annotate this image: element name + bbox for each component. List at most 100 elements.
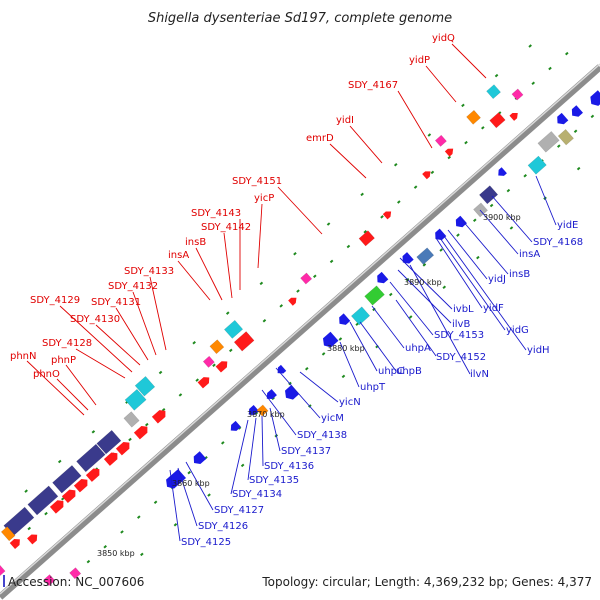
gene-label-sdy-4151[interactable]: SDY_4151 [232,176,282,187]
gene-label-uhpt[interactable]: uhpT [360,382,386,393]
gene-box[interactable] [209,339,225,355]
gene-box[interactable] [511,88,524,101]
gene-arrow[interactable] [336,313,351,327]
gene-box[interactable] [466,109,481,125]
gene-arrow[interactable] [275,364,287,376]
gene-arrow[interactable] [85,466,102,482]
gene-box[interactable] [478,185,499,205]
gene-label-sdy-4152[interactable]: SDY_4152 [436,352,486,363]
gene-arrow[interactable] [9,536,23,550]
gene-arrow[interactable] [133,423,150,440]
gene-box[interactable] [527,155,547,175]
gene-arrow[interactable] [163,469,187,491]
gene-label-ivbl[interactable]: ivbL [453,304,474,315]
gene-arrow[interactable] [49,498,66,514]
gene-arrow[interactable] [264,389,277,402]
gene-label-sdy-4137[interactable]: SDY_4137 [281,446,331,457]
gene-label-sdy-4126[interactable]: SDY_4126 [198,521,248,532]
gene-box[interactable] [27,485,59,516]
gene-box[interactable] [473,202,488,218]
gene-label-sdy-4142[interactable]: SDY_4142 [201,222,251,233]
gene-box[interactable] [76,443,106,473]
gene-label-sdy-4131[interactable]: SDY_4131 [91,297,141,308]
gene-arrow[interactable] [215,359,230,373]
gene-box[interactable] [256,404,269,417]
gene-box[interactable] [416,247,435,265]
gene-label-sdy-4130[interactable]: SDY_4130 [70,314,120,325]
gene-box[interactable] [489,112,506,129]
gene-label-emrd[interactable]: emrD [306,133,334,144]
gene-arrow[interactable] [453,215,467,230]
gene-label-insb-rev[interactable]: insB [509,269,530,280]
gene-label-uhpa[interactable]: uhpA [405,343,431,354]
gene-label-yide[interactable]: yidE [557,220,578,231]
gene-arrow[interactable] [191,451,207,466]
gene-box[interactable] [300,272,313,285]
gene-arrow[interactable] [61,487,78,504]
gene-label-sdy-4128[interactable]: SDY_4128 [42,338,92,349]
gene-label-yicp[interactable]: yicP [254,193,274,204]
gene-box[interactable] [124,388,147,411]
gene-label-yidf[interactable]: yidF [483,303,504,314]
gene-box[interactable] [52,465,82,494]
gene-box[interactable] [223,319,244,339]
gene-label-sdy-4168[interactable]: SDY_4168 [533,237,583,248]
gene-box[interactable] [358,230,375,247]
gene-arrow[interactable] [382,209,394,220]
gene-box[interactable] [364,285,385,306]
gene-label-sdy-4138[interactable]: SDY_4138 [297,430,347,441]
gene-label-sdy-4167[interactable]: SDY_4167 [348,80,398,91]
gene-arrow[interactable] [422,169,433,180]
gene-arrow[interactable] [73,476,90,493]
gene-box[interactable] [537,130,560,153]
gene-label-sdy-4135[interactable]: SDY_4135 [249,475,299,486]
gene-label-sdy-4125[interactable]: SDY_4125 [181,537,231,548]
gene-label-sdy-4129[interactable]: SDY_4129 [30,295,80,306]
gene-arrow[interactable] [320,331,339,350]
gene-label-yidj[interactable]: yidJ [488,274,506,285]
gene-arrow[interactable] [228,420,241,434]
gene-label-yicn[interactable]: yicN [339,397,361,408]
gene-box[interactable] [0,564,6,579]
gene-label-sdy-4136[interactable]: SDY_4136 [264,461,314,472]
gene-box[interactable] [96,429,122,455]
gene-box[interactable] [43,574,56,587]
gene-label-phnn[interactable]: phnN [10,351,37,362]
gene-arrow[interactable] [496,167,507,178]
gene-arrow[interactable] [103,450,120,466]
gene-arrow[interactable] [151,408,168,424]
gene-box[interactable] [0,526,16,542]
gene-arrow[interactable] [197,374,212,389]
gene-label-insa-fwd[interactable]: insA [168,250,189,261]
gene-box[interactable] [123,411,140,428]
gene-label-insb-fwd[interactable]: insB [185,237,206,248]
gene-label-ilvb[interactable]: ilvB [452,319,470,330]
gene-box[interactable] [202,355,215,368]
gene-box[interactable] [434,134,447,147]
gene-arrow[interactable] [444,146,456,157]
gene-label-yidi[interactable]: yidI [336,115,354,126]
gene-label-sdy-4143[interactable]: SDY_4143 [191,208,241,219]
gene-arrow[interactable] [587,90,600,108]
gene-box[interactable] [486,84,501,100]
gene-arrow[interactable] [509,110,520,121]
gene-arrow[interactable] [569,105,583,119]
gene-arrow[interactable] [288,295,299,306]
gene-label-sdy-4133[interactable]: SDY_4133 [124,266,174,277]
gene-label-uhpb[interactable]: uhpB [396,366,422,377]
gene-label-yicm[interactable]: yicM [321,413,344,424]
gene-arrow[interactable] [115,439,132,456]
gene-arrow[interactable] [432,228,447,243]
gene-box[interactable] [69,567,82,580]
gene-arrow[interactable] [282,385,299,402]
gene-box[interactable] [350,306,371,326]
gene-label-phnp[interactable]: phnP [51,355,76,366]
gene-arrow[interactable] [246,404,259,418]
gene-arrow[interactable] [554,112,569,127]
gene-label-ilvn[interactable]: ilvN [470,369,489,380]
gene-box[interactable] [134,376,156,397]
gene-label-sdy-4127[interactable]: SDY_4127 [214,505,264,516]
gene-box[interactable] [233,331,255,352]
gene-label-yidq[interactable]: yidQ [432,33,455,44]
gene-label-phno[interactable]: phnO [33,369,60,380]
